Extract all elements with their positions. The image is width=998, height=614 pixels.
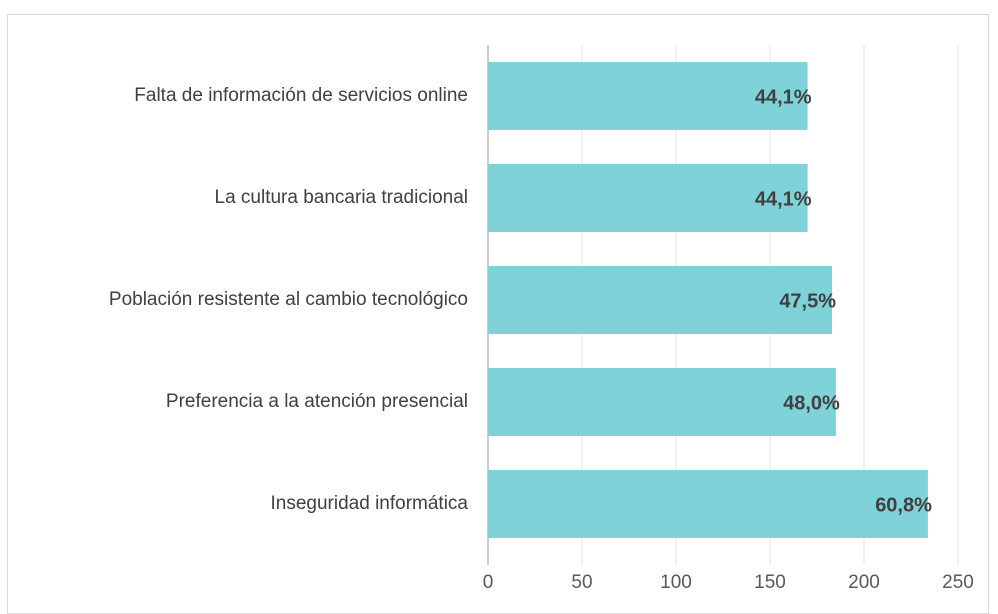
x-tick-label: 50 (571, 572, 592, 593)
data-label: 48,0% (783, 392, 840, 414)
y-tick-label: La cultura bancaria tradicional (18, 158, 469, 238)
category-text: Preferencia a la atención presencial (165, 391, 468, 412)
y-tick-label: Preferencia a la atención presencial (18, 362, 468, 442)
category-text: Falta de información de servicios online (134, 85, 468, 106)
category-text: Inseguridad informática (270, 493, 469, 514)
y-tick-label: Población resistente al cambio tecnológi… (18, 260, 468, 340)
bar (488, 470, 928, 538)
bar (488, 164, 808, 232)
x-tick-label: 200 (848, 572, 880, 593)
x-tick-label: 0 (483, 572, 494, 593)
category-text: Población resistente al cambio tecnológi… (108, 289, 468, 310)
category-text: La cultura bancaria tradicional (214, 187, 469, 208)
data-label: 44,1% (755, 188, 812, 210)
bar (488, 266, 833, 334)
x-tick-label: 150 (754, 572, 786, 593)
data-label: 47,5% (779, 290, 836, 312)
bar (488, 62, 808, 130)
bar (488, 368, 836, 436)
x-tick-label: 250 (942, 572, 974, 593)
data-label: 44,1% (755, 86, 812, 108)
x-tick-label: 100 (660, 572, 692, 593)
data-label: 60,8% (875, 494, 932, 516)
y-tick-label: Falta de información de servicios online (18, 56, 468, 136)
y-tick-label: Inseguridad informática (18, 464, 469, 544)
